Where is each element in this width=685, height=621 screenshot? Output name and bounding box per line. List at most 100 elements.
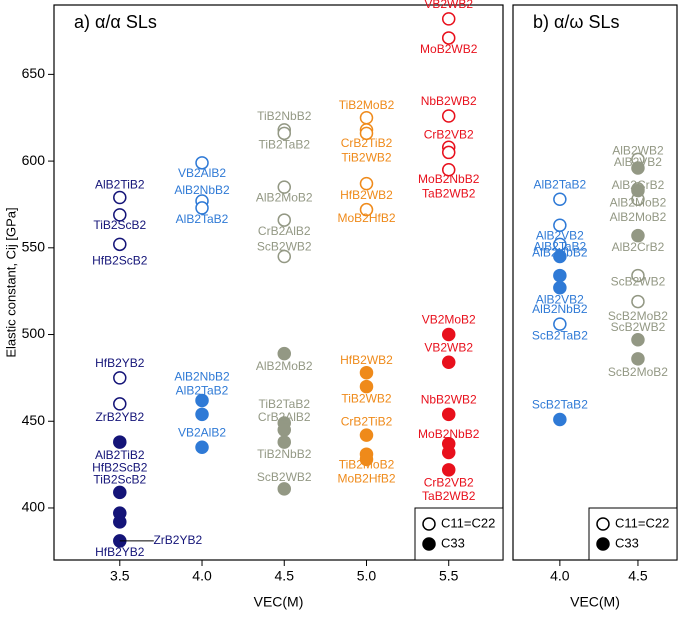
data-point xyxy=(631,332,645,347)
point-label: TiB2TaB2 xyxy=(258,138,310,152)
x-tick-label: 4.5 xyxy=(628,568,648,584)
legend-box xyxy=(588,507,678,561)
point-label: TiB2ScB2 xyxy=(93,472,146,486)
point-label: MoB2HfB2 xyxy=(337,211,395,225)
point-label: AlB2NbB2 xyxy=(174,370,230,384)
point-label: HfB2YB2 xyxy=(95,545,145,559)
point-label: AlB2WB2 xyxy=(612,144,664,158)
y-tick-label: 650 xyxy=(22,65,46,81)
point-label: TaB2WB2 xyxy=(422,489,476,503)
point-label: AlB2MoB2 xyxy=(256,190,313,204)
data-point xyxy=(441,445,456,460)
point-label: TiB2WB2 xyxy=(341,151,392,165)
data-point xyxy=(553,192,567,206)
point-label: ScB2TaB2 xyxy=(532,398,588,412)
data-point xyxy=(441,31,456,45)
data-point xyxy=(441,407,456,422)
data-point xyxy=(195,440,209,455)
data-point xyxy=(553,412,567,427)
data-point xyxy=(441,327,456,342)
legend-label: C33 xyxy=(615,535,639,550)
point-label: CrB2TiB2 xyxy=(341,414,393,428)
data-point xyxy=(113,208,127,222)
data-point xyxy=(277,423,292,437)
x-tick-label: 5.0 xyxy=(357,568,377,584)
data-point xyxy=(631,161,645,175)
point-label: ZrB2YB2 xyxy=(153,533,202,547)
data-point xyxy=(441,355,456,370)
data-point xyxy=(277,482,292,496)
data-point xyxy=(277,435,292,449)
point-label: ScB2WB2 xyxy=(257,240,312,254)
x-tick-label: 3.5 xyxy=(110,568,130,584)
legend-label: C11=C22 xyxy=(441,515,495,530)
point-label: ScB2WB2 xyxy=(611,320,666,334)
x-tick-label: 4.0 xyxy=(192,568,212,584)
data-point xyxy=(631,183,645,198)
point-label: AlB2CrB2 xyxy=(612,240,665,254)
data-point xyxy=(195,393,209,408)
data-point xyxy=(553,249,567,264)
data-point xyxy=(631,228,645,243)
point-label: AlB2TaB2 xyxy=(176,212,229,226)
point-label: AlB2MoB2 xyxy=(610,195,667,209)
data-point xyxy=(631,268,645,283)
data-point xyxy=(277,180,292,194)
x-axis-label: VEC(M) xyxy=(570,594,620,610)
data-point xyxy=(441,163,456,177)
point-label: CrB2VB2 xyxy=(424,476,474,490)
point-label: VB2AlB2 xyxy=(178,166,226,180)
legend-marker xyxy=(596,517,610,531)
data-point xyxy=(441,109,456,123)
x-tick-label: 4.5 xyxy=(275,568,295,584)
point-label: AlB2TaB2 xyxy=(534,240,587,254)
legend-box xyxy=(414,507,504,561)
data-point xyxy=(195,156,209,170)
x-tick-label: 4.0 xyxy=(550,568,570,584)
chart-title: a) α/α SLs xyxy=(74,12,157,32)
point-label: AlB2MoB2 xyxy=(256,359,313,373)
data-point xyxy=(441,12,456,26)
data-point xyxy=(359,452,374,467)
point-label: MoB2WB2 xyxy=(420,42,478,56)
point-label: MoB2HfB2 xyxy=(337,472,395,486)
point-label: TiB2NbB2 xyxy=(257,447,312,461)
point-label: HfB2WB2 xyxy=(340,188,393,202)
point-label: TiB2MoB2 xyxy=(339,98,395,112)
point-label: AlB2VB2 xyxy=(614,155,662,169)
point-label: AlB2VB2 xyxy=(536,293,584,307)
point-label: AlB2TiB2 xyxy=(95,178,145,192)
data-point xyxy=(277,213,292,227)
data-point xyxy=(277,249,292,264)
point-label: CrB2VB2 xyxy=(424,127,474,141)
plot-frame xyxy=(53,4,504,561)
point-label: VB2AlB2 xyxy=(178,425,226,439)
point-label: ScB2WB2 xyxy=(257,470,312,484)
data-point xyxy=(277,126,292,141)
point-label: AlB2MoB2 xyxy=(610,210,667,224)
point-label: VB2MoB2 xyxy=(422,313,476,327)
y-axis-label: Elastic constant, Cij [GPa] xyxy=(3,207,18,357)
point-label: ScB2MoB2 xyxy=(608,309,668,323)
point-label: MoB2NbB2 xyxy=(418,172,480,186)
point-label: VB2WB2 xyxy=(424,0,473,11)
data-point xyxy=(195,407,209,422)
data-point xyxy=(441,463,456,477)
data-point xyxy=(553,317,567,331)
y-tick-label: 400 xyxy=(22,499,46,515)
data-point xyxy=(441,145,456,160)
point-label: AlB2TiB2 xyxy=(95,448,145,462)
data-point xyxy=(631,294,645,309)
data-point xyxy=(195,201,209,215)
point-label: TiB2TaB2 xyxy=(258,397,310,411)
data-point xyxy=(113,435,127,449)
point-label: AlB2VB2 xyxy=(536,228,584,242)
point-label: HfB2ScB2 xyxy=(92,254,148,268)
data-point xyxy=(359,126,374,141)
point-label: MoB2NbB2 xyxy=(418,427,480,441)
legend-label: C33 xyxy=(441,535,465,550)
point-label: NbB2WB2 xyxy=(421,392,477,406)
data-point xyxy=(113,515,127,529)
point-label: ScB2WB2 xyxy=(611,275,666,289)
